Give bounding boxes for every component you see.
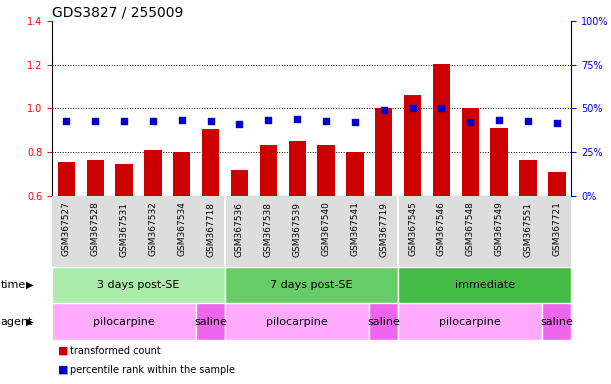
Bar	[115, 164, 133, 196]
Bar	[543, 303, 571, 340]
Bar	[548, 172, 566, 196]
Point	[263, 118, 273, 124]
Text: GDS3827 / 255009: GDS3827 / 255009	[52, 6, 183, 20]
Bar	[519, 160, 536, 196]
Bar	[491, 128, 508, 196]
Text: GSM367541: GSM367541	[350, 202, 359, 257]
Point	[292, 116, 302, 122]
Text: 7 days post-SE: 7 days post-SE	[270, 280, 353, 290]
Bar	[398, 303, 543, 340]
Point	[206, 118, 216, 124]
Text: GSM367719: GSM367719	[379, 202, 388, 257]
Text: GSM367538: GSM367538	[264, 202, 273, 257]
Bar	[346, 152, 364, 196]
Bar	[369, 303, 398, 340]
Point	[408, 106, 417, 112]
Text: percentile rank within the sample: percentile rank within the sample	[70, 365, 235, 375]
Bar	[317, 145, 335, 196]
Text: saline: saline	[194, 316, 227, 327]
Bar	[260, 145, 277, 196]
Bar	[225, 267, 398, 303]
Bar	[202, 129, 219, 196]
Bar	[375, 108, 392, 196]
Bar	[433, 65, 450, 196]
Point	[523, 118, 533, 124]
Text: time: time	[1, 280, 26, 290]
Point	[235, 121, 244, 127]
Bar	[225, 303, 369, 340]
Text: pilocarpine: pilocarpine	[93, 316, 155, 327]
Text: ▶: ▶	[26, 280, 33, 290]
Text: saline: saline	[367, 316, 400, 327]
Bar	[404, 95, 421, 196]
Point	[494, 117, 504, 123]
Text: GSM367531: GSM367531	[120, 202, 128, 257]
Text: GSM367549: GSM367549	[495, 202, 503, 257]
Point	[552, 120, 562, 126]
Text: 3 days post-SE: 3 days post-SE	[97, 280, 180, 290]
Text: GSM367545: GSM367545	[408, 202, 417, 257]
Text: GSM367546: GSM367546	[437, 202, 446, 257]
Bar	[57, 162, 75, 196]
Bar	[288, 141, 306, 196]
Text: transformed count: transformed count	[70, 346, 161, 356]
Text: GSM367536: GSM367536	[235, 202, 244, 257]
Text: agent: agent	[1, 316, 33, 327]
Point	[62, 118, 71, 124]
Point	[437, 105, 447, 111]
Text: GSM367551: GSM367551	[524, 202, 533, 257]
Point	[321, 118, 331, 124]
Text: ■: ■	[58, 346, 68, 356]
Text: pilocarpine: pilocarpine	[439, 316, 501, 327]
Bar	[231, 170, 248, 196]
Text: GSM367721: GSM367721	[552, 202, 562, 257]
Text: ■: ■	[58, 365, 68, 375]
Text: GSM367548: GSM367548	[466, 202, 475, 257]
Text: GSM367532: GSM367532	[148, 202, 158, 257]
Text: ▶: ▶	[26, 316, 33, 327]
Point	[90, 118, 100, 124]
Text: GSM367539: GSM367539	[293, 202, 302, 257]
Text: GSM367540: GSM367540	[321, 202, 331, 257]
Text: GSM367718: GSM367718	[206, 202, 215, 257]
Point	[119, 118, 129, 124]
Point	[466, 119, 475, 125]
Bar	[52, 267, 225, 303]
Text: GSM367528: GSM367528	[90, 202, 100, 257]
Bar	[398, 267, 571, 303]
Bar	[87, 161, 104, 196]
Bar	[52, 303, 196, 340]
Text: GSM367534: GSM367534	[177, 202, 186, 257]
Text: immediate: immediate	[455, 280, 515, 290]
Point	[350, 119, 360, 125]
Bar	[462, 109, 479, 196]
Point	[148, 118, 158, 124]
Text: saline: saline	[540, 316, 573, 327]
Point	[379, 107, 389, 113]
Text: pilocarpine: pilocarpine	[266, 316, 328, 327]
Bar	[144, 151, 161, 196]
Text: GSM367527: GSM367527	[62, 202, 71, 257]
Point	[177, 117, 187, 123]
Bar	[173, 152, 191, 196]
Bar	[196, 303, 225, 340]
